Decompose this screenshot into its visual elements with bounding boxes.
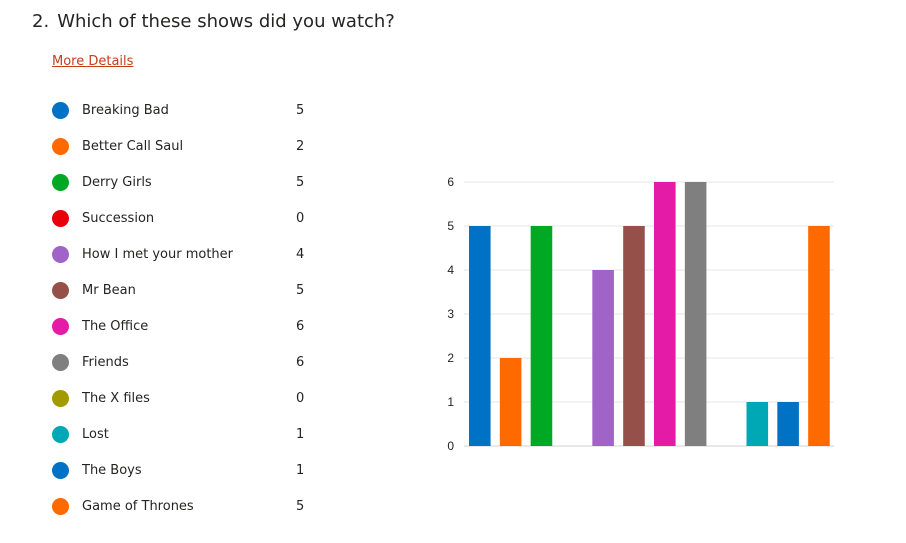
bar[interactable] (746, 402, 769, 446)
y-tick-label: 3 (447, 307, 454, 321)
legend-item: The Office 6 (52, 314, 312, 338)
question-number: 2. (32, 11, 50, 32)
legend-label: Derry Girls (82, 174, 152, 190)
bar[interactable] (654, 182, 676, 446)
legend-label: Breaking Bad (82, 102, 169, 118)
legend-label: Game of Thrones (82, 498, 194, 514)
legend-label: Mr Bean (82, 282, 136, 298)
bar-chart: 0 1 2 3 4 5 6 (447, 175, 834, 453)
legend-color-dot (52, 137, 69, 155)
legend-count: 4 (296, 246, 305, 262)
y-tick-label: 2 (447, 351, 454, 365)
legend-label: Succession (82, 210, 155, 226)
legend-item: The Boys 1 (52, 458, 312, 482)
y-tick-label: 4 (447, 263, 454, 277)
legend-label: Better Call Saul (82, 138, 184, 154)
y-tick-label: 6 (447, 175, 454, 189)
legend-item: Mr Bean 5 (52, 278, 312, 302)
legend-item: Breaking Bad 5 (52, 98, 312, 122)
bar[interactable] (623, 226, 645, 446)
legend-color-dot (52, 497, 69, 515)
bar[interactable] (530, 226, 553, 446)
legend-count: 5 (296, 174, 305, 190)
legend-count: 5 (296, 282, 305, 298)
legend-item: Derry Girls 5 (52, 170, 312, 194)
legend-label: Friends (82, 354, 129, 370)
legend-color-dot (52, 353, 69, 371)
legend-count: 2 (296, 138, 305, 154)
legend-label: The X files (82, 390, 150, 406)
question-text: Which of these shows did you watch? (57, 11, 395, 32)
legend-count: 1 (296, 462, 305, 478)
y-tick-label: 0 (447, 439, 454, 453)
bar[interactable] (469, 226, 491, 446)
legend-color-dot (52, 461, 69, 479)
legend-label: The Office (82, 318, 149, 334)
legend-count: 0 (296, 390, 305, 406)
legend-label: The Boys (82, 462, 142, 478)
question-title: 2. Which of these shows did you watch? (32, 11, 395, 32)
legend-count: 0 (296, 210, 305, 226)
legend-item: Better Call Saul 2 (52, 134, 312, 158)
bar[interactable] (684, 182, 707, 446)
legend-item: The X files 0 (52, 386, 312, 410)
legend-count: 6 (296, 318, 305, 334)
legend-count: 1 (296, 426, 305, 442)
legend-color-dot (52, 425, 69, 443)
legend-label: Lost (82, 426, 109, 442)
bar[interactable] (808, 226, 830, 446)
legend-item: Friends 6 (52, 350, 312, 374)
legend-item: Game of Thrones 5 (52, 494, 312, 518)
legend-count: 5 (296, 102, 305, 118)
legend-color-dot (52, 281, 69, 299)
legend-item: How I met your mother 4 (52, 242, 312, 266)
legend-color-dot (52, 317, 69, 335)
legend-label: How I met your mother (82, 246, 234, 262)
legend-color-dot (52, 209, 69, 227)
more-details-link[interactable]: More Details (52, 54, 134, 69)
legend-color-dot (52, 389, 69, 407)
bar[interactable] (592, 270, 614, 446)
bar[interactable] (777, 402, 799, 446)
legend-color-dot (52, 245, 69, 263)
bar[interactable] (499, 358, 522, 446)
legend-item: Lost 1 (52, 422, 312, 446)
legend-item: Succession 0 (52, 206, 312, 230)
legend-count: 5 (296, 498, 305, 514)
y-tick-label: 1 (447, 395, 454, 409)
legend-count: 6 (296, 354, 305, 370)
legend-color-dot (52, 173, 69, 191)
y-tick-label: 5 (447, 219, 454, 233)
legend-color-dot (52, 101, 69, 119)
